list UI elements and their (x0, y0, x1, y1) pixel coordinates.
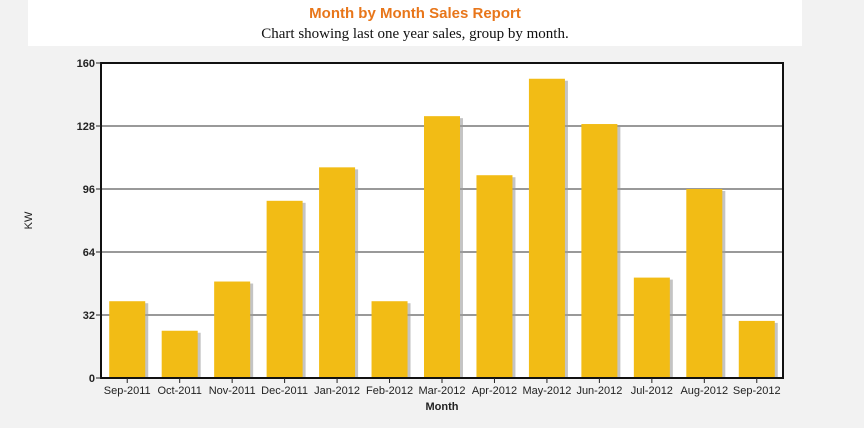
bar-mar-2012[interactable] (424, 116, 460, 378)
bar-may-2012[interactable] (528, 78, 565, 378)
title-band (28, 0, 802, 46)
bar-jul-2012[interactable] (633, 277, 670, 378)
x-tick-label: May-2012 (522, 385, 571, 397)
x-tick-label: Sep-2012 (733, 385, 781, 397)
bar-nov-2011[interactable] (214, 281, 251, 378)
x-tick-label: Jul-2012 (631, 385, 673, 397)
bar-jun-2012[interactable] (581, 124, 618, 378)
bar-aug-2012[interactable] (686, 189, 723, 378)
x-axis-label: Month (426, 401, 459, 413)
x-tick-label: Apr-2012 (472, 385, 517, 397)
y-tick-label: 0 (89, 373, 95, 385)
bar-feb-2012[interactable] (371, 301, 408, 378)
x-tick-label: Dec-2011 (261, 385, 308, 397)
y-tick-label: 64 (83, 247, 96, 259)
x-tick-label: Aug-2012 (680, 385, 728, 397)
bar-jan-2012[interactable] (319, 167, 356, 378)
y-axis-ticks: 0 32 64 96 128 160 (77, 58, 101, 385)
bar-sep-2011[interactable] (109, 301, 146, 378)
y-tick-label: 96 (83, 184, 95, 196)
bar-apr-2012[interactable] (476, 175, 513, 378)
bar-oct-2011[interactable] (161, 330, 198, 378)
chart-title: Month by Month Sales Report (309, 5, 521, 22)
chart-subtitle: Chart showing last one year sales, group… (261, 26, 569, 42)
x-tick-label: Nov-2011 (209, 385, 256, 397)
x-tick-label: Feb-2012 (366, 385, 413, 397)
x-tick-label: Sep-2011 (104, 385, 151, 397)
y-axis-label: KW (23, 211, 35, 229)
y-tick-label: 160 (77, 58, 95, 70)
x-tick-label: Mar-2012 (418, 385, 465, 397)
bar-dec-2011[interactable] (266, 200, 303, 378)
x-axis-ticks: Sep-2011 Oct-2011 Nov-2011 Dec-2011 Jan-2012… (104, 378, 781, 397)
bars (109, 78, 778, 378)
y-tick-label: 128 (77, 121, 95, 133)
x-tick-label: Jan-2012 (314, 385, 360, 397)
bar-sep-2012[interactable] (738, 320, 775, 378)
x-tick-label: Jun-2012 (576, 385, 622, 397)
x-tick-label: Oct-2011 (157, 385, 201, 397)
y-tick-label: 32 (83, 310, 95, 322)
